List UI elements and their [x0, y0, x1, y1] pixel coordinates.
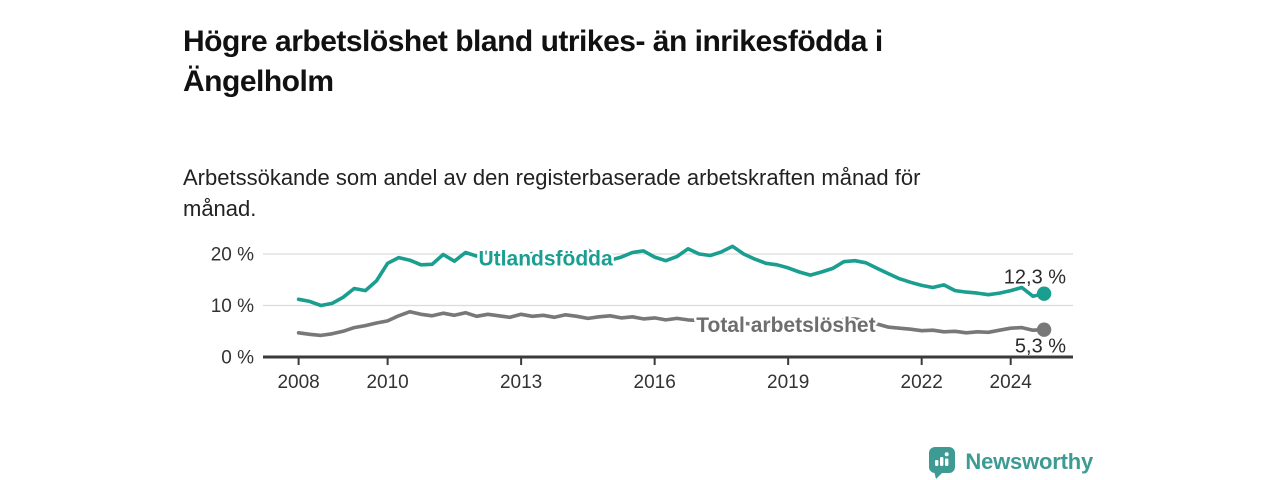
y-tick-label-10: 10 % [211, 296, 254, 317]
series-line-1 [296, 309, 1046, 338]
unemployment-line-chart: 0 % 10 % 20 % 2008 2010 2013 2016 2019 2022 2024 U… [180, 228, 1100, 403]
chart-subtitle: Arbetssökande som andel av den registerb… [183, 165, 921, 221]
x-tick-label-2019: 2019 [767, 372, 809, 393]
y-tick-label-20: 20 % [211, 245, 254, 266]
x-tick-label-2013: 2013 [500, 372, 542, 393]
series-label-0: Utlandsfödda [479, 248, 613, 271]
x-tick-label-2022: 2022 [901, 372, 943, 393]
chart-canvas: 0 % 10 % 20 % 2008 2010 2013 2016 2019 2022 2024 U… [211, 244, 1073, 393]
newsworthy-logo-icon [929, 446, 956, 479]
newsworthy-brand-link[interactable]: Newsworthy [928, 445, 1093, 479]
series-end-dot-0 [1036, 286, 1052, 301]
series-label-1: Total arbetslöshet [696, 314, 875, 337]
x-tick-label-2010: 2010 [366, 372, 408, 393]
end-value-label-1: 5,3 % [1015, 336, 1066, 358]
page-title: Högre arbetslöshet bland utrikes- än inr… [183, 25, 883, 99]
series-end-dot-1 [1036, 322, 1052, 337]
series-line-0 [296, 244, 1046, 308]
x-tick-label-2016: 2016 [634, 372, 676, 393]
x-tick-label-2008: 2008 [277, 372, 319, 393]
brand-name: Newsworthy [965, 449, 1093, 474]
y-tick-label-0: 0 % [221, 348, 254, 369]
x-tick-label-2024: 2024 [990, 372, 1033, 393]
end-value-label-0: 12,3 % [1004, 267, 1066, 289]
